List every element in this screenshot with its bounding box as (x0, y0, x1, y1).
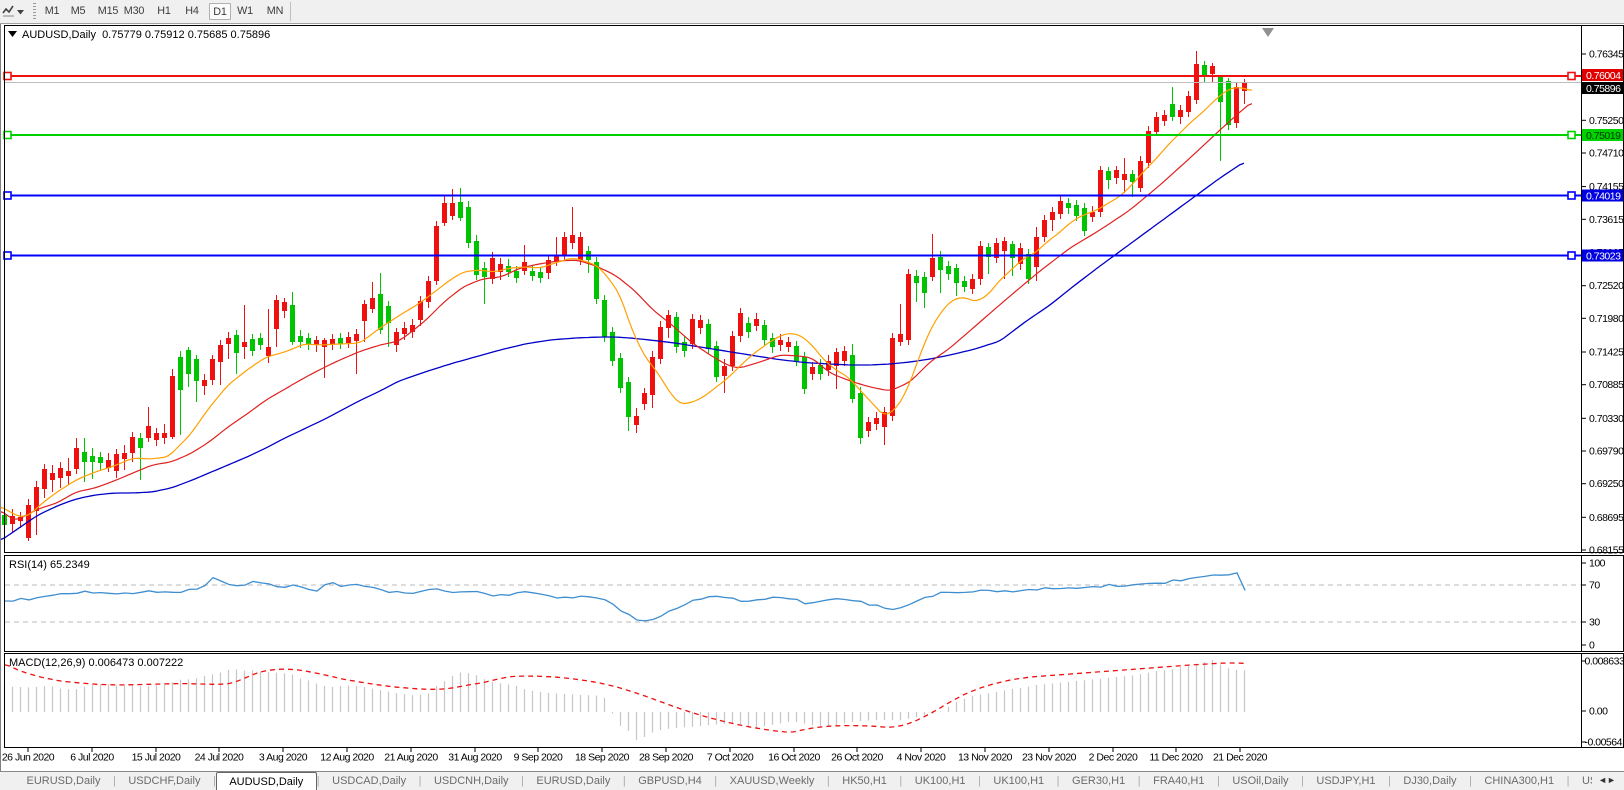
svg-text:21 Aug 2020: 21 Aug 2020 (384, 752, 438, 764)
svg-text:30: 30 (1589, 617, 1600, 629)
svg-text:0.74710: 0.74710 (1589, 148, 1624, 160)
svg-text:0.76004: 0.76004 (1586, 70, 1621, 82)
svg-text:26 Jun 2020: 26 Jun 2020 (2, 752, 55, 764)
svg-text:18 Sep 2020: 18 Sep 2020 (575, 752, 630, 764)
svg-text:0.75896: 0.75896 (1586, 83, 1621, 95)
svg-text:0.008633: 0.008633 (1585, 656, 1624, 668)
svg-text:7 Oct 2020: 7 Oct 2020 (707, 752, 754, 764)
svg-text:0.74019: 0.74019 (1586, 190, 1621, 202)
svg-text:0.68155: 0.68155 (1589, 545, 1624, 557)
svg-text:28 Sep 2020: 28 Sep 2020 (639, 752, 694, 764)
svg-text:MACD(12,26,9) 0.006473 0.00722: MACD(12,26,9) 0.006473 0.007222 (9, 657, 183, 669)
svg-text:12 Aug 2020: 12 Aug 2020 (320, 752, 374, 764)
svg-text:0.69250: 0.69250 (1589, 478, 1624, 490)
svg-text:2 Dec 2020: 2 Dec 2020 (1089, 752, 1138, 764)
svg-text:9 Sep 2020: 9 Sep 2020 (514, 752, 563, 764)
svg-text:11 Dec 2020: 11 Dec 2020 (1149, 752, 1203, 764)
svg-text:0.70330: 0.70330 (1589, 413, 1624, 425)
svg-text:4 Nov 2020: 4 Nov 2020 (897, 752, 946, 764)
svg-text:24 Jul 2020: 24 Jul 2020 (195, 752, 244, 764)
svg-text:3 Aug 2020: 3 Aug 2020 (259, 752, 308, 764)
svg-text:0.00: 0.00 (1589, 706, 1608, 718)
svg-text:31 Aug 2020: 31 Aug 2020 (448, 752, 502, 764)
svg-text:100: 100 (1589, 558, 1606, 570)
svg-text:26 Oct 2020: 26 Oct 2020 (831, 752, 883, 764)
svg-text:15 Jul 2020: 15 Jul 2020 (132, 752, 181, 764)
svg-text:0.72520: 0.72520 (1589, 280, 1624, 292)
svg-text:0.75019: 0.75019 (1586, 130, 1621, 142)
svg-text:16 Oct 2020: 16 Oct 2020 (768, 752, 820, 764)
svg-text:0: 0 (1589, 640, 1595, 652)
svg-text:0.71425: 0.71425 (1589, 347, 1624, 359)
svg-text:0.70885: 0.70885 (1589, 379, 1624, 391)
svg-text:-0.005641: -0.005641 (1585, 737, 1624, 749)
svg-text:0.73023: 0.73023 (1586, 250, 1621, 262)
svg-text:0.75250: 0.75250 (1589, 115, 1624, 127)
svg-text:70: 70 (1589, 580, 1600, 592)
svg-text:RSI(14) 65.2349: RSI(14) 65.2349 (9, 559, 90, 571)
svg-text:AUDUSD,Daily 0.75779 0.75912: AUDUSD,Daily 0.75779 0.75912 0.75685 0.7… (22, 29, 270, 41)
svg-text:23 Nov 2020: 23 Nov 2020 (1022, 752, 1077, 764)
svg-text:13 Nov 2020: 13 Nov 2020 (958, 752, 1013, 764)
svg-text:0.71980: 0.71980 (1589, 313, 1624, 325)
svg-text:0.68695: 0.68695 (1589, 512, 1624, 524)
svg-text:21 Dec 2020: 21 Dec 2020 (1213, 752, 1268, 764)
svg-text:0.69790: 0.69790 (1589, 446, 1624, 458)
svg-text:0.76345: 0.76345 (1589, 49, 1624, 61)
svg-text:6 Jul 2020: 6 Jul 2020 (70, 752, 114, 764)
svg-text:0.73615: 0.73615 (1589, 214, 1624, 226)
